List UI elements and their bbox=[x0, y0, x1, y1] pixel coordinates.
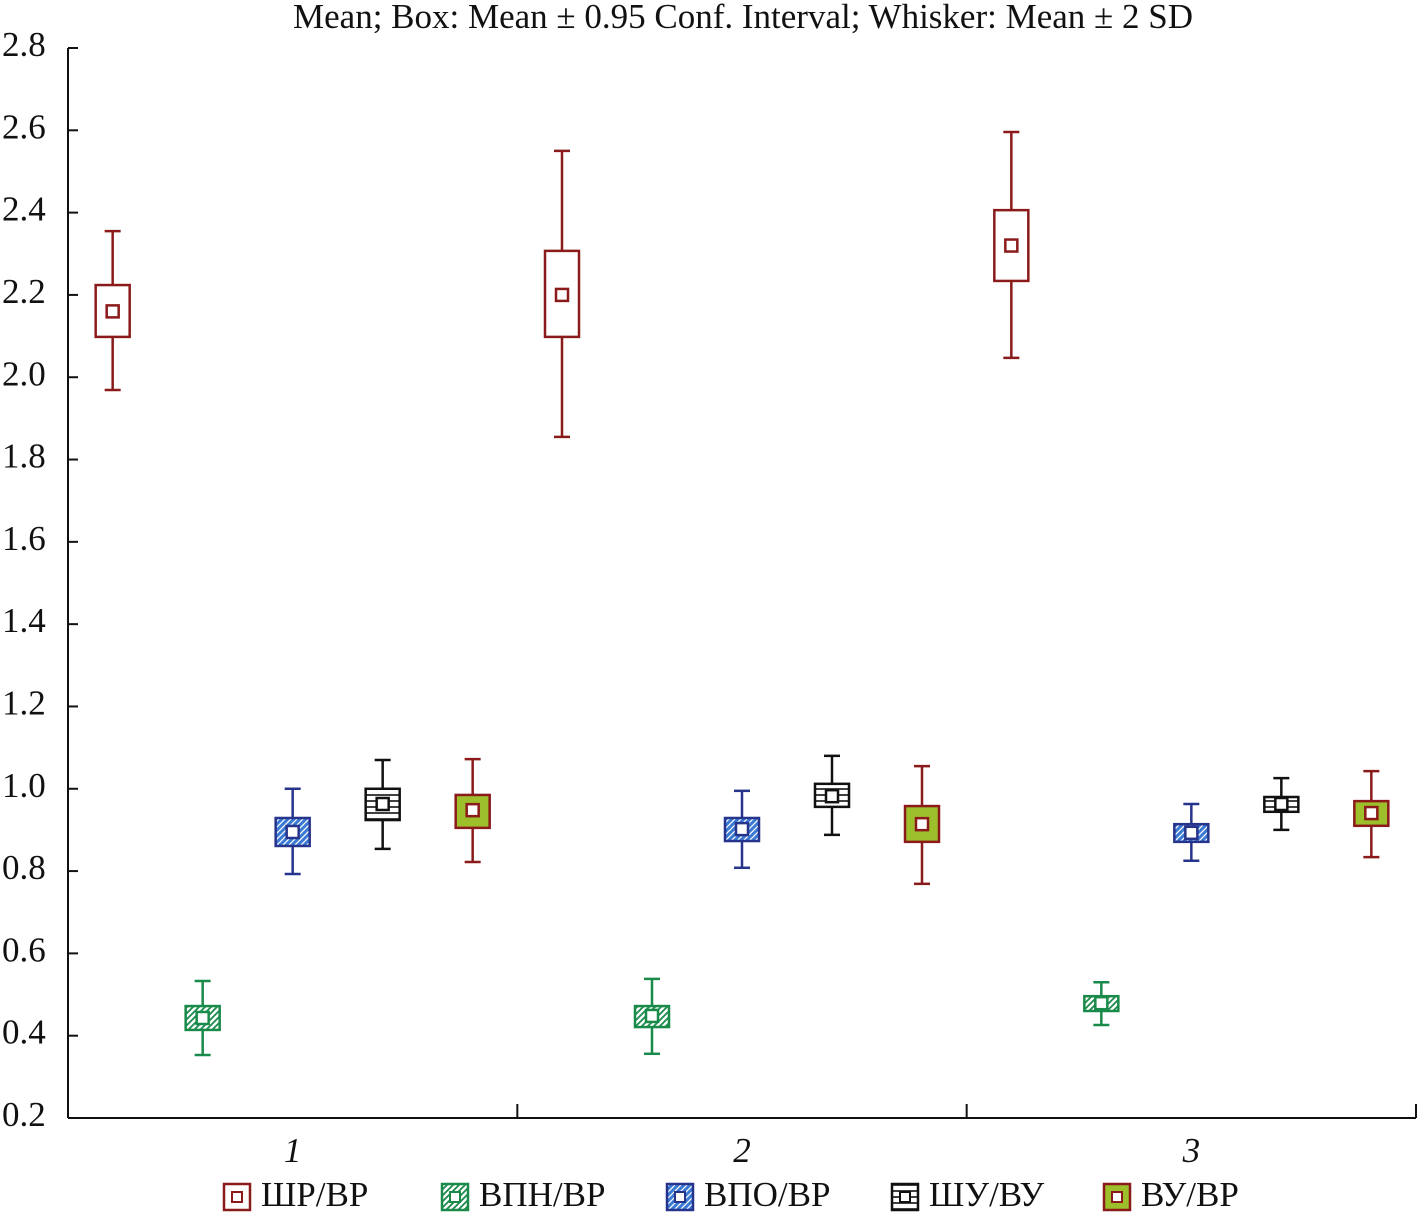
mean-marker bbox=[465, 802, 480, 818]
y-tick-label: 0.6 bbox=[2, 930, 46, 969]
mean-marker bbox=[644, 1008, 660, 1024]
y-tick-label: 1.6 bbox=[2, 519, 46, 558]
mean-marker bbox=[914, 816, 930, 832]
mean-marker bbox=[195, 1010, 210, 1026]
mean-marker bbox=[375, 796, 390, 812]
mean-marker bbox=[1364, 805, 1379, 821]
x-tick-label: 3 bbox=[1182, 1131, 1201, 1170]
mean-marker bbox=[105, 304, 120, 319]
mean-marker bbox=[285, 824, 300, 840]
mean-marker bbox=[1184, 825, 1199, 841]
legend-swatch-inner bbox=[674, 1191, 686, 1203]
mean-marker bbox=[1094, 995, 1109, 1011]
mean-marker bbox=[554, 287, 570, 303]
mean-marker bbox=[1004, 238, 1019, 253]
y-tick-label: 1.0 bbox=[2, 766, 46, 805]
legend-swatch bbox=[890, 1182, 920, 1212]
y-tick-label: 1.4 bbox=[2, 601, 46, 640]
legend-swatch-inner bbox=[231, 1191, 243, 1203]
mean-marker bbox=[824, 788, 840, 804]
y-tick-label: 1.8 bbox=[2, 437, 46, 476]
y-tick-label: 2.4 bbox=[2, 190, 46, 229]
y-tick-label: 0.4 bbox=[2, 1013, 46, 1052]
mean-marker bbox=[1274, 796, 1289, 812]
legend-label: ВПН/ВР bbox=[479, 1175, 605, 1214]
x-tick-label: 2 bbox=[733, 1131, 751, 1170]
y-tick-label: 2.6 bbox=[2, 107, 46, 146]
y-tick-label: 1.2 bbox=[2, 683, 46, 722]
y-tick-label: 0.2 bbox=[2, 1095, 46, 1134]
y-tick-label: 0.8 bbox=[2, 848, 46, 887]
legend-swatch-inner bbox=[899, 1191, 911, 1203]
y-tick-label: 2.8 bbox=[2, 25, 46, 64]
y-tick-label: 2.0 bbox=[2, 354, 46, 393]
legend-label: ШР/ВР bbox=[261, 1175, 368, 1214]
mean-marker bbox=[734, 821, 750, 837]
chart-title: Mean; Box: Mean ± 0.95 Conf. Interval; W… bbox=[293, 0, 1193, 36]
ci-box bbox=[274, 816, 311, 848]
legend-label: ВПО/ВР bbox=[704, 1175, 830, 1214]
legend-label: ШУ/ВУ bbox=[929, 1175, 1044, 1214]
legend-swatch-inner bbox=[1111, 1191, 1123, 1203]
legend-label: ВУ/ВР bbox=[1141, 1175, 1239, 1214]
legend-swatch-inner bbox=[449, 1191, 461, 1203]
y-tick-label: 2.2 bbox=[2, 272, 46, 311]
x-tick-label: 1 bbox=[284, 1131, 302, 1170]
